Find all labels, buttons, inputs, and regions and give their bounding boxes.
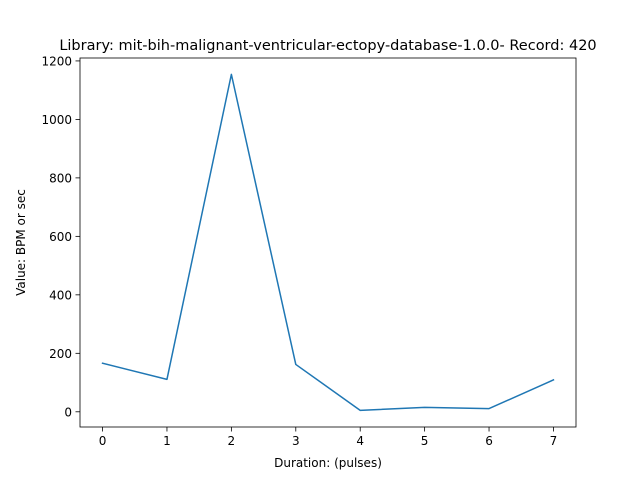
series-line — [101, 73, 555, 412]
y-tick-label: 200 — [49, 347, 72, 361]
x-tick-label: 6 — [485, 434, 493, 448]
y-tick-label: 1000 — [41, 113, 72, 127]
plot-area — [101, 73, 555, 412]
x-tick-label: 2 — [228, 434, 236, 448]
x-tick-label: 3 — [292, 434, 300, 448]
y-axis-label: Value: BPM or sec — [14, 189, 28, 296]
y-tick-label: 400 — [49, 288, 72, 302]
plot-frame — [79, 57, 577, 428]
y-axis: 0 200 400 600 800 1000 1200 — [41, 54, 80, 419]
y-tick-label: 600 — [49, 230, 72, 244]
x-axis: 0 1 2 3 4 5 6 7 — [99, 427, 558, 448]
y-tick-label: 1200 — [41, 54, 72, 68]
y-tick-label: 800 — [49, 171, 72, 185]
x-tick-label: 4 — [356, 434, 364, 448]
x-tick-label: 1 — [163, 434, 171, 448]
x-tick-label: 7 — [550, 434, 558, 448]
x-axis-label: Duration: (pulses) — [274, 456, 382, 470]
x-tick-label: 5 — [421, 434, 429, 448]
chart-title: Library: mit-bih-malignant-ventricular-e… — [59, 38, 596, 54]
x-tick-label: 0 — [99, 434, 107, 448]
y-tick-label: 0 — [64, 405, 72, 419]
